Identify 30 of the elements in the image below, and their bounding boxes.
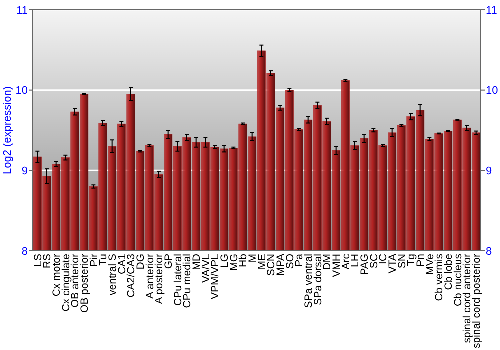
- x-tick-label: LS: [32, 254, 44, 267]
- x-tick-label: Cx cingulate: [60, 254, 72, 312]
- x-tick-label: VPM/VPL: [210, 254, 222, 300]
- y-axis-title: Log2 (expression): [2, 86, 14, 175]
- x-tick-label: Pa: [294, 254, 306, 267]
- x-tick-label: OB anterior: [70, 254, 82, 308]
- y-tick-label: 8: [22, 246, 28, 258]
- x-tick-label: LH: [350, 254, 362, 268]
- x-tick-label: SCN: [266, 254, 278, 276]
- x-tick-label: IC: [378, 254, 390, 264]
- x-tick-label: spinal cord posterior: [471, 253, 484, 349]
- y2-tick-label: 8: [486, 246, 492, 258]
- x-tick-label: Tg: [406, 254, 418, 266]
- y-tick-label: 9: [22, 166, 28, 178]
- x-tick-label: spinal cord anterior: [462, 253, 474, 344]
- y2-tick-label: 10: [486, 85, 498, 98]
- y-tick-label: 10: [16, 85, 28, 98]
- x-tick-label: SPa dorsal: [312, 254, 324, 306]
- x-tick-label: Hb: [238, 254, 250, 268]
- y2-tick-label: 11: [486, 4, 498, 17]
- y2-tick-label: 9: [486, 166, 492, 178]
- x-tick-label: GP: [163, 254, 176, 270]
- x-tick-label: RS: [42, 254, 54, 269]
- x-tick-label: Tu: [98, 254, 110, 266]
- y-tick-label: 11: [16, 4, 28, 17]
- x-tick-label: CPu medial: [182, 254, 194, 308]
- x-tick-label: DM: [322, 254, 334, 270]
- x-tick-label: CA2/CA3: [126, 254, 138, 298]
- x-tick-label: LG: [219, 254, 232, 268]
- x-tick-label: A posterior: [154, 254, 166, 304]
